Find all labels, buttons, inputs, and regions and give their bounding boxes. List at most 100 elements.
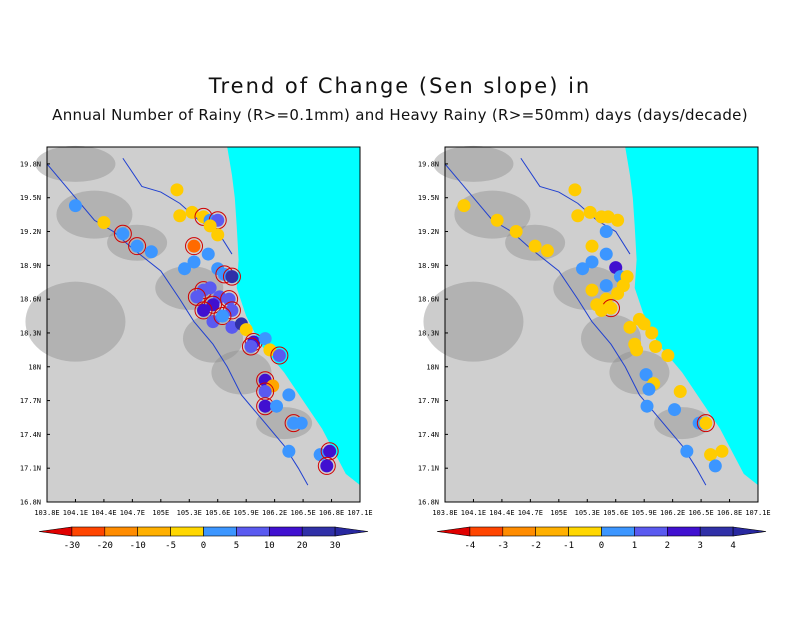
station-marker xyxy=(708,459,722,473)
station-marker xyxy=(540,244,554,258)
lat-label: 19.2N xyxy=(20,228,41,236)
lat-label: 17.1N xyxy=(418,465,439,473)
terrain-shade xyxy=(35,145,116,182)
station-marker xyxy=(490,213,504,227)
sea-area xyxy=(625,147,758,486)
colorbar-tick-label: 5 xyxy=(234,541,239,551)
station-marker xyxy=(225,303,239,317)
colorbar-tick-label: -30 xyxy=(64,541,80,551)
colorbar-tick-label: 0 xyxy=(599,541,604,551)
station-marker xyxy=(258,399,272,413)
station-marker xyxy=(173,209,187,223)
significance-ring xyxy=(270,346,289,365)
lon-label: 104.1E xyxy=(461,509,486,517)
station-marker xyxy=(715,444,729,458)
lon-label: 104.4E xyxy=(91,509,116,517)
station-marker xyxy=(201,247,215,261)
lon-label: 105.6E xyxy=(603,509,628,517)
station-marker xyxy=(583,205,597,219)
colorbar-tick-label: 0 xyxy=(201,541,206,551)
terrain-shade xyxy=(433,145,514,182)
station-marker xyxy=(528,239,542,253)
colorbar-segment xyxy=(104,526,139,537)
colorbar-tick-label: -1 xyxy=(563,541,574,551)
station-marker xyxy=(68,199,82,213)
colorbar-tick-label: -20 xyxy=(97,541,113,551)
lon-label: 104.4E xyxy=(489,509,514,517)
significance-ring xyxy=(113,224,132,243)
lon-label: 106.8E xyxy=(319,509,344,517)
station-marker xyxy=(270,399,284,413)
lat-label: 16.8N xyxy=(20,499,41,507)
colorbar-tick-label: -4 xyxy=(464,541,475,551)
station-marker xyxy=(611,287,625,301)
lon-label: 105.3E xyxy=(177,509,202,517)
lon-label: 104.7E xyxy=(120,509,145,517)
station-marker xyxy=(116,227,130,241)
lat-label: 18.3N xyxy=(20,329,41,337)
colorbar-segment xyxy=(137,526,171,537)
station-marker xyxy=(457,199,471,213)
significance-ring xyxy=(194,301,213,320)
lat-label: 18.6N xyxy=(418,296,439,304)
station-marker xyxy=(645,326,659,340)
lat-label: 17.4N xyxy=(418,431,439,439)
significance-ring xyxy=(317,456,336,475)
figure-title-line1: Trend of Change (Sen slope) in xyxy=(208,74,592,98)
lat-label: 18.9N xyxy=(418,262,439,270)
lat-label: 19.2N xyxy=(418,228,439,236)
station-marker xyxy=(97,216,111,230)
figure-title-line2: Annual Number of Rainy (R>=0.1mm) and He… xyxy=(52,106,748,124)
station-marker xyxy=(187,255,201,269)
station-marker xyxy=(244,339,258,353)
station-marker xyxy=(282,444,296,458)
lon-label: 105.9E xyxy=(632,509,657,517)
station-marker xyxy=(320,459,334,473)
colorbar-tick-label: 3 xyxy=(697,541,702,551)
lat-label: 19.5N xyxy=(418,194,439,202)
station-marker xyxy=(661,348,675,362)
lat-label: 18N xyxy=(426,363,439,371)
colorbar-tick-label: 20 xyxy=(297,541,308,551)
significance-ring xyxy=(241,337,260,356)
station-marker xyxy=(640,399,654,413)
station-marker xyxy=(203,219,217,233)
lon-label: 105E xyxy=(550,509,567,517)
station-marker xyxy=(225,270,239,284)
lat-label: 17.1N xyxy=(20,465,41,473)
lon-label: 106.2E xyxy=(262,509,287,517)
station-marker xyxy=(571,209,585,223)
lon-label: 105.6E xyxy=(205,509,230,517)
station-marker xyxy=(595,303,608,317)
map-frame xyxy=(444,146,759,503)
colorbar-segment xyxy=(469,526,504,537)
station-marker xyxy=(599,225,613,239)
colorbar-end-arrow xyxy=(334,526,369,537)
colorbar-tick-label: 10 xyxy=(264,541,275,551)
lon-label: 104.1E xyxy=(63,509,88,517)
lat-label: 17.4N xyxy=(20,431,41,439)
terrain-shade xyxy=(211,350,272,395)
station-marker xyxy=(144,245,158,259)
terrain-shade xyxy=(25,281,126,362)
station-marker xyxy=(258,332,272,346)
significance-ring xyxy=(128,237,147,256)
colorbar-rainy-days: -30 -20 -10 -5 0 5 10 20 30 xyxy=(38,526,369,551)
station-marker xyxy=(206,298,220,312)
lon-label: 107.1E xyxy=(745,509,770,517)
colorbar-segment xyxy=(601,526,635,537)
station-marker xyxy=(642,382,656,396)
station-marker xyxy=(222,292,236,306)
station-marker xyxy=(704,448,718,462)
station-marker xyxy=(190,290,204,304)
colorbar-tick-label: 1 xyxy=(632,541,637,551)
colorbar-heavy-rainy-days: -4 -3 -2 -1 0 1 2 3 4 xyxy=(436,526,767,551)
lon-label: 106.5E xyxy=(290,509,315,517)
lon-label: 103.8E xyxy=(432,509,457,517)
lon-label: 107.1E xyxy=(347,509,372,517)
colorbar-segment xyxy=(568,526,602,537)
colorbar-end-arrow xyxy=(436,526,471,537)
colorbar-segment xyxy=(170,526,204,537)
station-marker xyxy=(258,385,272,399)
station-marker xyxy=(673,385,687,399)
